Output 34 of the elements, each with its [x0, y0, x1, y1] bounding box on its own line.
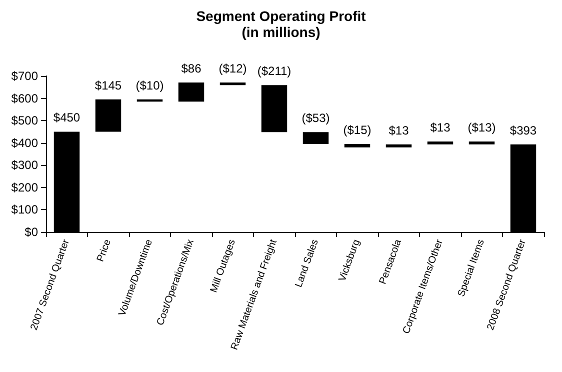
bar	[220, 82, 246, 86]
data-label: $450	[53, 110, 80, 125]
data-label: $145	[94, 78, 122, 92]
x-tick-label: Land Sales	[293, 238, 321, 289]
y-tick-label: $700	[11, 69, 38, 83]
chart-subtitle: (in millions)	[242, 24, 320, 40]
data-label: ($53)	[302, 111, 330, 126]
data-label: $13	[388, 123, 410, 138]
data-label: ($211)	[257, 64, 292, 78]
x-tick-label: Special Items	[456, 238, 487, 298]
data-label: ($13)	[468, 120, 496, 135]
y-tick-label: $100	[11, 202, 38, 217]
data-label: ($10)	[136, 78, 164, 92]
data-label: $393	[510, 123, 537, 138]
bar	[386, 144, 412, 148]
data-label: ($12)	[218, 61, 247, 76]
data-label: ($15)	[343, 122, 372, 137]
chart-title: Segment Operating Profit	[196, 8, 366, 24]
y-tick-label: $300	[11, 158, 38, 172]
y-tick-label: $200	[11, 180, 38, 194]
y-tick-label: $400	[11, 136, 38, 150]
y-tick-label: $500	[11, 114, 38, 128]
bar	[344, 144, 370, 148]
bar	[302, 132, 329, 144]
y-tick-label: $0	[24, 225, 38, 239]
y-tick-label: $600	[11, 91, 38, 106]
bar	[178, 82, 204, 102]
bar	[427, 142, 454, 144]
bar	[95, 99, 122, 132]
bar	[468, 142, 495, 144]
bar	[261, 85, 288, 132]
data-label: $13	[430, 120, 451, 135]
data-label: $86	[181, 61, 202, 76]
x-tick-label: Price	[95, 238, 114, 264]
